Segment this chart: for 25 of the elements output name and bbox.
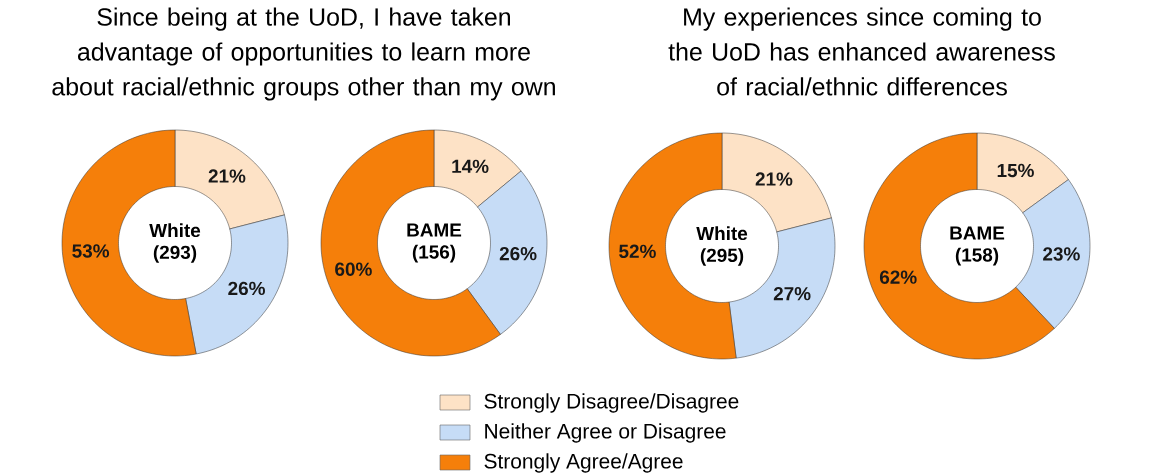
text: (293)	[153, 245, 197, 263]
text: White	[149, 223, 201, 238]
text: BAME	[950, 226, 1005, 240]
data-label: 14%	[452, 159, 489, 173]
data-label: 15%	[997, 163, 1034, 178]
data-label: 52%	[619, 244, 656, 259]
chart-title: My experiences since coming to the UoD has enhanced awareness of racial/ethnic differences	[668, 7, 1055, 96]
legend-label: Neither Agree or Disagree	[485, 423, 726, 443]
text: (295)	[700, 248, 744, 266]
data-label: 23%	[1043, 247, 1080, 261]
data-label: 26%	[228, 281, 265, 296]
data-label: 26%	[499, 246, 537, 261]
legend-label: Strongly Disagree/Disagree	[484, 393, 739, 413]
text: (156)	[412, 244, 456, 263]
data-label: 53%	[72, 244, 110, 258]
data-label: 21%	[755, 172, 793, 186]
text: White	[696, 226, 748, 241]
legend-label: Strongly Agree/Agree	[484, 453, 683, 473]
data-label: 27%	[773, 286, 811, 301]
data-label: 62%	[879, 270, 917, 284]
text: (158)	[955, 247, 999, 266]
data-label: 21%	[208, 169, 246, 183]
text: BAME	[407, 223, 462, 237]
data-label: 60%	[335, 262, 372, 276]
chart-title: Since being at the UoD, I have taken advantage of opportunities to learn more about racial/ethnic groups other than my own	[52, 7, 555, 101]
